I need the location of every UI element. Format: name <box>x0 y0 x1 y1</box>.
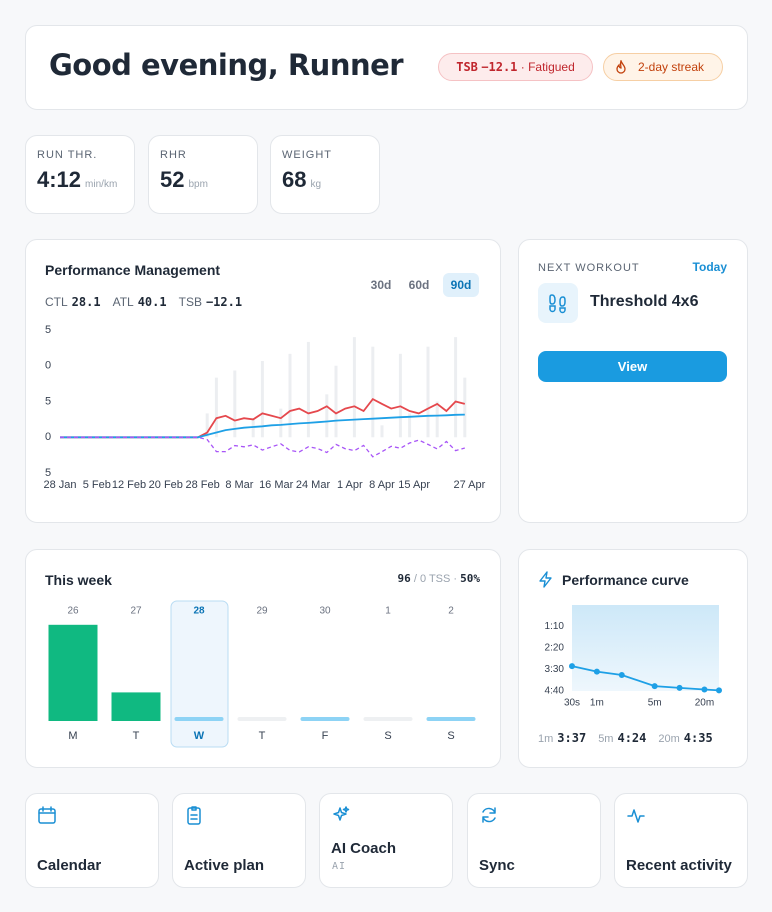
when[interactable]: Today <box>692 260 727 274</box>
tile-label: Sync <box>479 857 515 874</box>
tile[interactable] <box>614 793 748 888</box>
tile[interactable] <box>319 793 453 888</box>
stat-number: 68 <box>282 167 307 192</box>
curve-summary: 1m 3:37 5m 4:24 20m 4:35 <box>538 731 725 745</box>
summary-label: 1m <box>538 733 554 745</box>
tile-label: Active plan <box>184 857 265 874</box>
flame-icon <box>616 60 626 74</box>
tsb-label: TSB <box>456 60 478 74</box>
metric-value: 28.1 <box>71 295 101 309</box>
stat-value: 68 kg <box>282 167 321 193</box>
greeting: Good evening, Runner <box>49 48 404 82</box>
stat-card <box>148 135 258 214</box>
metric-name: ATL <box>112 295 134 309</box>
streak-badge: 2-day streak <box>603 53 723 81</box>
stat-number: 52 <box>160 167 185 192</box>
tile-sub: AI <box>332 861 347 872</box>
summary-value: 4:35 <box>683 731 713 745</box>
tile-icon <box>187 806 201 825</box>
tile[interactable] <box>172 793 306 888</box>
stat-unit: min/km <box>85 179 118 190</box>
tile-icon <box>333 806 350 821</box>
stat-label: WEIGHT <box>282 149 332 161</box>
week-title: This week <box>45 572 112 588</box>
week-rest: / 0 TSS · <box>413 573 458 585</box>
metric-value: 40.1 <box>137 295 167 309</box>
streak-text: 2-day streak <box>638 60 705 74</box>
metric-name: TSB <box>178 295 202 309</box>
metrics-row: CTL 28.1 ATL 40.1 TSB −12.1 <box>45 295 254 309</box>
summary-label: 5m <box>598 733 614 745</box>
stat-value: 4:12 min/km <box>37 167 117 193</box>
metric-value: −12.1 <box>205 295 243 309</box>
tsb-status: · Fatigued <box>520 60 575 74</box>
tile-icon <box>482 807 496 823</box>
week-pct: 50% <box>460 572 480 585</box>
tile-label: Calendar <box>37 857 102 874</box>
tile-label: Recent activity <box>626 857 732 874</box>
week-card <box>25 549 501 768</box>
bolt-icon <box>539 571 552 588</box>
range-button[interactable]: 30d <box>370 278 392 292</box>
footprint-icon <box>549 294 566 314</box>
stat-value: 52 bpm <box>160 167 208 193</box>
tile-label: AI Coach <box>331 840 397 857</box>
range-button[interactable]: 60d <box>408 278 430 292</box>
tsb-value: −12.1 <box>481 60 518 74</box>
workout-icon-box <box>538 283 578 323</box>
stat-label: RHR <box>160 149 187 161</box>
week-summary: 96 / 0 TSS · 50% <box>398 572 480 585</box>
summary-value: 3:37 <box>557 731 587 745</box>
stat-number: 4:12 <box>37 167 82 192</box>
week-done: 96 <box>397 572 411 585</box>
tile-icon <box>38 806 56 824</box>
curve-title: Performance curve <box>562 572 689 588</box>
chart-title: Performance Management <box>45 262 221 278</box>
workout-name: Threshold 4x6 <box>590 293 699 310</box>
metric-name: CTL <box>45 295 68 309</box>
stat-card <box>25 135 135 214</box>
tsb-badge: TSB −12.1 · Fatigued <box>438 53 593 81</box>
stat-card <box>270 135 380 214</box>
tile-icon <box>627 809 645 823</box>
summary-value: 4:24 <box>617 731 647 745</box>
stat-unit: kg <box>310 179 322 190</box>
view-button[interactable]: View <box>538 351 727 382</box>
stat-label: RUN THR. <box>37 149 98 161</box>
next-workout-label: NEXT WORKOUT <box>538 262 640 274</box>
stat-unit: bpm <box>188 179 208 190</box>
summary-label: 20m <box>658 733 680 745</box>
range-button[interactable]: 90d <box>443 273 479 297</box>
